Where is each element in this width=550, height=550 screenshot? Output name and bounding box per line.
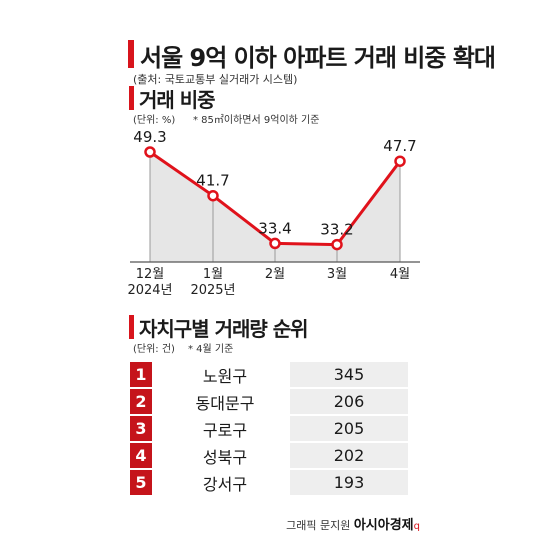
value-cell: 205 <box>290 415 408 443</box>
data-point-2 <box>269 237 281 250</box>
data-label-1: 41.7 <box>196 172 229 190</box>
data-point-4 <box>394 155 406 167</box>
x-tick-label-1-0: 1월 <box>203 267 223 282</box>
rank-cell: 5 <box>130 469 152 497</box>
data-label-2: 33.4 <box>258 219 291 237</box>
x-tick-label-2-0: 2월 <box>265 267 285 282</box>
section2-accent-bar <box>129 315 134 339</box>
gap-cell <box>152 469 160 497</box>
data-label-0: 49.3 <box>133 128 166 146</box>
rank-cell: 4 <box>130 442 152 470</box>
table-row: 1 노원구 345 <box>130 362 408 389</box>
footer-brand: 아시아경제 <box>353 518 414 533</box>
footer: 그래픽 문지원 아시아경제q <box>286 514 420 533</box>
table-row: 5 강서구 193 <box>130 469 408 497</box>
value-cell: 345 <box>290 362 408 389</box>
section1-note: * 85㎡이하면서 9억이하 기준 <box>193 115 320 126</box>
section2-note: * 4월 기준 <box>188 344 234 355</box>
section1-title: 거래 비중 <box>139 88 216 112</box>
gap-cell <box>152 415 160 443</box>
district-cell: 동대문구 <box>160 388 290 416</box>
table-row: 4 성북구 202 <box>130 442 408 470</box>
data-point-0 <box>144 146 156 158</box>
data-label-4: 47.7 <box>383 137 416 155</box>
value-cell: 202 <box>290 442 408 470</box>
section2-title: 자치구별 거래량 순위 <box>139 317 309 341</box>
value-cell: 206 <box>290 388 408 416</box>
x-tick-label-1-1: 2025년 <box>190 283 235 298</box>
x-tick-label-4-0: 4월 <box>390 267 410 282</box>
data-point-3 <box>331 238 343 251</box>
data-label-3: 33.2 <box>320 221 353 239</box>
district-cell: 노원구 <box>160 362 290 389</box>
x-tick-label-0-0: 12월 <box>136 267 165 282</box>
value-cell: 193 <box>290 469 408 497</box>
table-row: 3 구로구 205 <box>130 415 408 443</box>
table-row: 2 동대문구 206 <box>130 388 408 416</box>
district-cell: 강서구 <box>160 469 290 497</box>
title-accent-bar <box>128 40 134 68</box>
gap-cell <box>152 362 160 389</box>
footer-credit: 그래픽 문지원 <box>286 519 351 532</box>
section1-unit: (단위: %) <box>133 115 176 126</box>
rank-cell: 1 <box>130 362 152 389</box>
district-ranking-table: 1 노원구 345 2 동대문구 206 3 구로구 205 4 성북구 202 5 강서구 193 <box>130 362 408 497</box>
gap-cell <box>152 388 160 416</box>
brand-mark: q <box>413 521 420 532</box>
rank-cell: 3 <box>130 415 152 443</box>
data-point-1 <box>207 189 219 202</box>
district-cell: 성북구 <box>160 442 290 470</box>
section1-accent-bar <box>129 86 134 110</box>
source-note: (출처: 국토교통부 실거래가 시스템) <box>133 73 298 86</box>
district-cell: 구로구 <box>160 415 290 443</box>
page-title: 서울 9억 이하 아파트 거래 비중 확대 <box>140 44 496 72</box>
x-tick-label-3-0: 3월 <box>327 267 347 282</box>
rank-cell: 2 <box>130 388 152 416</box>
gap-cell <box>152 442 160 470</box>
x-tick-label-0-1: 2024년 <box>127 283 172 298</box>
section2-unit: (단위: 건) <box>133 344 175 355</box>
